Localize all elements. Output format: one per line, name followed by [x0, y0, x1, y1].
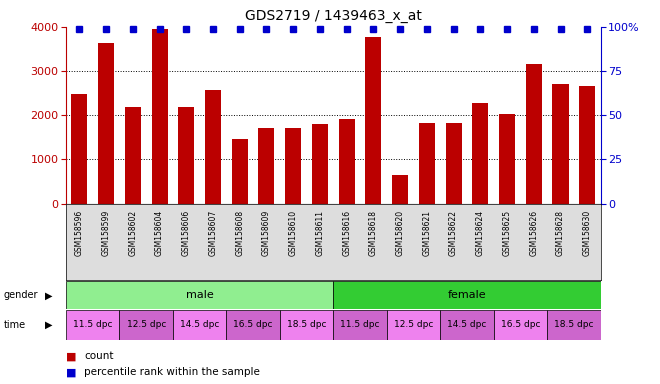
Bar [333, 310, 387, 340]
Bar [259, 128, 275, 204]
Text: ▶: ▶ [45, 290, 52, 300]
Text: GSM158606: GSM158606 [182, 210, 191, 256]
Bar [119, 310, 173, 340]
Text: GSM158609: GSM158609 [262, 210, 271, 256]
Bar [71, 94, 87, 204]
Bar [226, 310, 280, 340]
Text: GSM158602: GSM158602 [128, 210, 137, 256]
Text: ■: ■ [66, 351, 77, 361]
Text: GSM158621: GSM158621 [422, 210, 432, 256]
Title: GDS2719 / 1439463_x_at: GDS2719 / 1439463_x_at [245, 9, 422, 23]
Bar [387, 310, 440, 340]
Bar [419, 123, 435, 204]
Bar [98, 43, 114, 204]
Text: GSM158610: GSM158610 [288, 210, 298, 256]
Bar [473, 103, 488, 204]
Bar [312, 124, 328, 204]
Text: 16.5 dpc: 16.5 dpc [234, 320, 273, 329]
Text: GSM158622: GSM158622 [449, 210, 458, 256]
Bar [339, 119, 354, 204]
Bar [66, 310, 119, 340]
Text: GSM158624: GSM158624 [476, 210, 485, 256]
Text: GSM158628: GSM158628 [556, 210, 565, 256]
Text: 16.5 dpc: 16.5 dpc [501, 320, 540, 329]
Text: male: male [185, 290, 214, 300]
Text: GSM158630: GSM158630 [583, 210, 592, 256]
Bar [446, 123, 461, 204]
Bar [440, 310, 494, 340]
Text: ■: ■ [66, 367, 77, 377]
Bar [205, 90, 221, 204]
Text: GSM158620: GSM158620 [395, 210, 405, 256]
Text: gender: gender [3, 290, 38, 300]
Bar [285, 128, 301, 204]
Text: GSM158599: GSM158599 [102, 210, 111, 256]
Text: 11.5 dpc: 11.5 dpc [73, 320, 112, 329]
Text: 14.5 dpc: 14.5 dpc [447, 320, 486, 329]
Bar [333, 281, 601, 309]
Text: 18.5 dpc: 18.5 dpc [287, 320, 326, 329]
Text: female: female [447, 290, 486, 300]
Text: GSM158626: GSM158626 [529, 210, 539, 256]
Text: GSM158616: GSM158616 [342, 210, 351, 256]
Text: GSM158604: GSM158604 [155, 210, 164, 256]
Text: GSM158596: GSM158596 [75, 210, 84, 256]
Text: GSM158618: GSM158618 [369, 210, 378, 256]
Bar [173, 310, 226, 340]
Text: 12.5 dpc: 12.5 dpc [394, 320, 433, 329]
Bar [392, 175, 408, 204]
Text: percentile rank within the sample: percentile rank within the sample [84, 367, 260, 377]
Text: 18.5 dpc: 18.5 dpc [554, 320, 593, 329]
Text: GSM158611: GSM158611 [315, 210, 325, 256]
Bar [280, 310, 333, 340]
Bar [125, 107, 141, 204]
Bar [232, 139, 248, 204]
Text: 14.5 dpc: 14.5 dpc [180, 320, 219, 329]
Bar [494, 310, 547, 340]
Text: 12.5 dpc: 12.5 dpc [127, 320, 166, 329]
Text: count: count [84, 351, 114, 361]
Bar [579, 86, 595, 204]
Text: ▶: ▶ [45, 320, 52, 330]
Text: 11.5 dpc: 11.5 dpc [341, 320, 379, 329]
Text: time: time [3, 320, 26, 330]
Text: GSM158607: GSM158607 [209, 210, 218, 256]
Bar [366, 36, 381, 204]
Bar [178, 107, 194, 204]
Bar [499, 114, 515, 204]
Bar [152, 29, 168, 204]
Bar [66, 281, 333, 309]
Text: GSM158625: GSM158625 [502, 210, 512, 256]
Bar [547, 310, 601, 340]
Text: GSM158608: GSM158608 [235, 210, 244, 256]
Bar [526, 65, 542, 204]
Bar [552, 84, 568, 204]
